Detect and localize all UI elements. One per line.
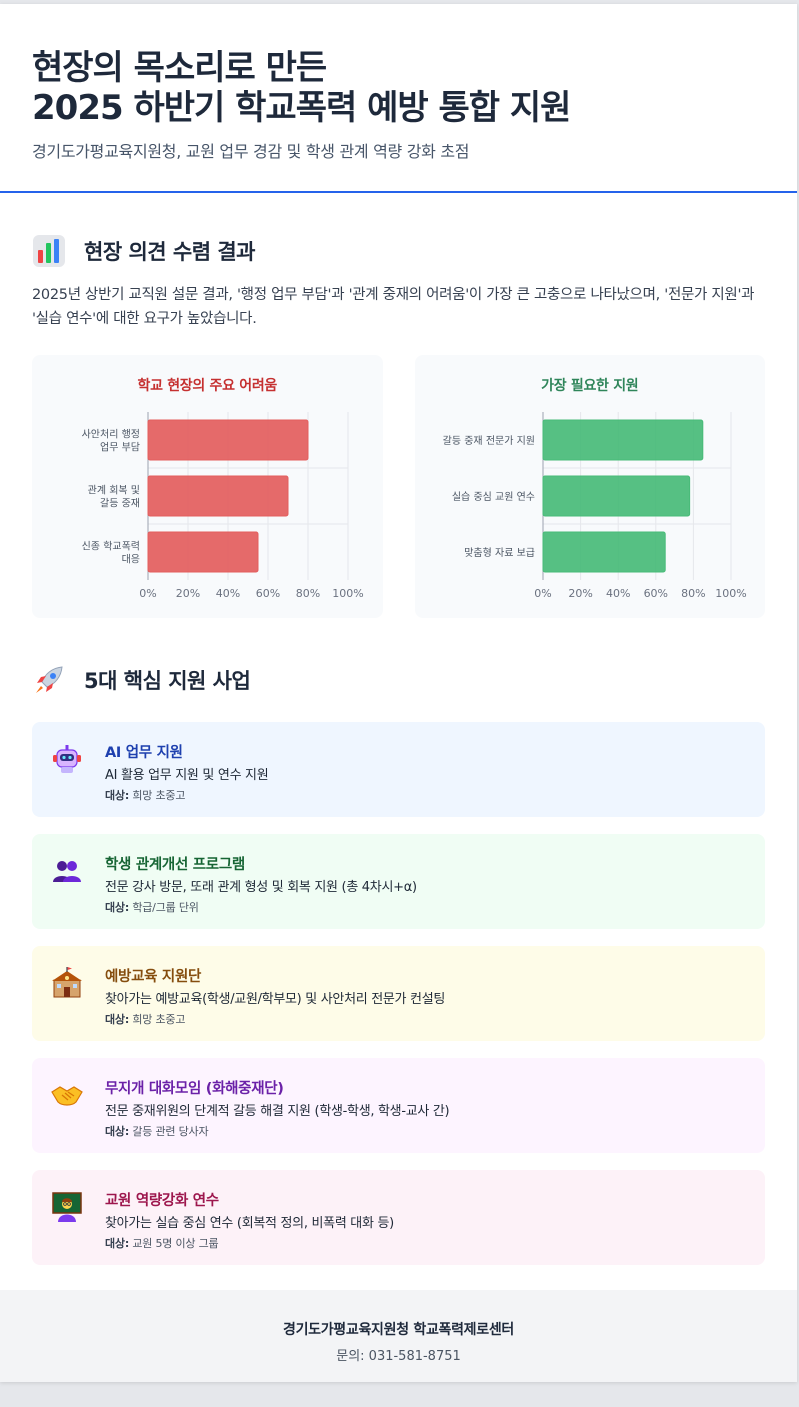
program-target: 대상: 희망 초중고 [105,1011,185,1027]
y-category-label: 신종 학교폭력 [82,541,140,553]
target-label: 대상: [105,1237,130,1250]
bar [147,531,259,573]
target-label: 대상: [105,1125,130,1138]
programs-section-heading: 5대 핵심 지원 사업 [32,660,765,700]
program-card-relations: 학생 관계개선 프로그램 전문 강사 방문, 또래 관계 형성 및 회복 지원 … [32,834,765,929]
footer-organization: 경기도가평교육지원청 학교폭력제로센터 [282,1322,514,1338]
x-tick-label: 60% [256,587,280,600]
survey-section: 현장 의견 수렴 결과 2025년 상반기 교직원 설문 결과, '행정 업무 … [0,231,797,618]
program-list: AI 업무 지원 AI 활용 업무 지원 및 연수 지원 대상: 희망 초중고 … [32,722,765,1265]
x-tick-label: 0% [139,587,156,600]
header: 현장의 목소리로 만든 2025 하반기 학교폭력 예방 통합 지원 경기도가평… [0,4,797,193]
target-value: 교원 5명 이상 그룹 [132,1237,219,1250]
footer-contact: 문의: 031-581-8751 [336,1349,461,1364]
y-category-label: 사안처리 행정 [82,429,140,441]
teacher-icon [52,1192,82,1222]
x-tick-label: 100% [715,587,746,600]
program-name: 예방교육 지원단 [105,969,202,985]
survey-intro: 2025년 상반기 교직원 설문 결과, '행정 업무 부담'과 '관계 중재의… [32,287,755,327]
y-category-label: 갈등 중재 [100,497,140,510]
program-card-ai: AI 업무 지원 AI 활용 업무 지원 및 연수 지원 대상: 희망 초중고 [32,722,765,817]
x-tick-label: 80% [681,587,705,600]
program-name: 무지개 대화모임 (화해중재단) [105,1081,284,1097]
y-category-label: 업무 부담 [100,441,140,454]
page-subtitle: 경기도가평교육지원청, 교원 업무 경감 및 학생 관계 역량 강화 초점 [32,142,470,161]
y-category-label: 실습 중심 교원 연수 [451,491,534,503]
page-title-line-2: 2025 하반기 학교폭력 예방 통합 지원 [32,88,571,128]
program-card-teacher-training: 교원 역량강화 연수 찾아가는 실습 중심 연수 (회복적 정의, 비폭력 대화… [32,1170,765,1265]
target-value: 희망 초중고 [132,1013,186,1026]
bar [147,419,309,461]
survey-section-title: 현장 의견 수렴 결과 [84,240,256,264]
target-value: 학급/그룹 단위 [132,901,199,914]
program-card-mediation: 무지개 대화모임 (화해중재단) 전문 중재위원의 단계적 갈등 해결 지원 (… [32,1058,765,1153]
footer: 경기도가평교육지원청 학교폭력제로센터 문의: 031-581-8751 [0,1290,797,1382]
program-name: AI 업무 지원 [105,745,183,761]
bar-chart-icon [33,235,65,267]
target-label: 대상: [105,901,130,914]
program-description: AI 활용 업무 지원 및 연수 지원 [105,768,269,783]
program-name: 학생 관계개선 프로그램 [105,857,245,873]
x-tick-label: 40% [216,587,240,600]
x-tick-label: 80% [296,587,320,600]
program-description: 전문 강사 방문, 또래 관계 형성 및 회복 지원 (총 4차시+α) [105,880,417,895]
x-tick-label: 20% [568,587,592,600]
bar [542,475,690,517]
program-description: 찾아가는 실습 중심 연수 (회복적 정의, 비폭력 대화 등) [105,1216,394,1231]
infographic-page: 현장의 목소리로 만든 2025 하반기 학교폭력 예방 통합 지원 경기도가평… [0,4,797,1382]
bar [542,419,703,461]
program-description: 전문 중재위원의 단계적 갈등 해결 지원 (학생-학생, 학생-교사 간) [105,1104,450,1119]
robot-icon [53,745,81,773]
x-tick-label: 40% [605,587,629,600]
chart-title-needs: 가장 필요한 지원 [541,378,639,394]
program-description: 찾아가는 예방교육(학생/교원/학부모) 및 사안처리 전문가 컨설팅 [105,992,446,1007]
chart-card-needs: 가장 필요한 지원 0% 20% 40% 60% 80% 100% 갈등 중재 전문가 지원… [414,355,765,618]
bar [147,475,289,517]
people-icon [53,861,81,882]
y-category-label: 대응 [122,554,140,566]
rocket-icon [36,666,63,693]
handshake-icon [51,1086,83,1106]
program-target: 대상: 희망 초중고 [105,787,185,803]
school-icon [52,967,82,998]
x-tick-label: 60% [643,587,667,600]
x-tick-label: 20% [176,587,200,600]
program-card-prevention: 예방교육 지원단 찾아가는 예방교육(학생/교원/학부모) 및 사안처리 전문가… [32,946,765,1041]
y-category-label: 맞춤형 자료 보급 [464,547,535,559]
bar [542,531,666,573]
chart-card-difficulties: 학교 현장의 주요 어려움 0% 20% 40% 60% 80% 100% 사안처리 행정 업… [32,355,383,618]
program-name: 교원 역량강화 연수 [105,1193,219,1209]
y-category-label: 갈등 중재 전문가 지원 [442,434,534,447]
charts-row: 학교 현장의 주요 어려움 0% 20% 40% 60% 80% 100% 사안처리 행정 업… [32,355,765,618]
target-value: 갈등 관련 당사자 [132,1125,209,1138]
y-category-label: 관계 회복 및 [88,485,140,497]
program-target: 대상: 교원 5명 이상 그룹 [105,1235,219,1251]
programs-section-title: 5대 핵심 지원 사업 [84,669,251,693]
page-title-line-1: 현장의 목소리로 만든 [32,48,327,88]
chart-title-difficulties: 학교 현장의 주요 어려움 [137,378,278,394]
survey-section-heading: 현장 의견 수렴 결과 [32,231,765,271]
programs-section: 5대 핵심 지원 사업 AI 업무 지원 AI 활용 업무 지원 및 연수 지원… [0,660,797,1265]
target-value: 희망 초중고 [132,789,186,802]
target-label: 대상: [105,1013,130,1026]
x-tick-label: 0% [534,587,551,600]
program-target: 대상: 학급/그룹 단위 [105,899,199,915]
target-label: 대상: [105,789,130,802]
program-target: 대상: 갈등 관련 당사자 [105,1123,209,1139]
x-tick-label: 100% [332,587,363,600]
